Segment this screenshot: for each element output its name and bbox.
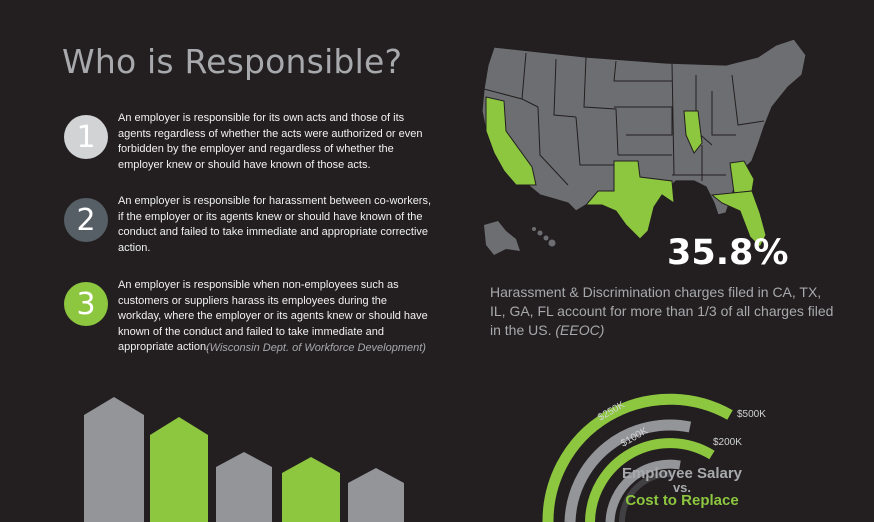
ring-inner-dark [605, 459, 681, 522]
map-caption: Harassment & Discrimination charges file… [490, 283, 835, 340]
number-circle-3: 3 [64, 282, 108, 326]
illinois-shape [683, 110, 703, 154]
salary-title: Employee Salary [621, 465, 743, 482]
us-map [481, 38, 807, 255]
point-1-text: An employer is responsible for its own a… [118, 112, 423, 171]
hawaii-shape [532, 227, 556, 247]
label-200k: $200K [713, 437, 742, 448]
point-2-text: An employer is responsible for harassmen… [118, 195, 432, 254]
bar-2 [150, 417, 208, 522]
bar-4 [282, 457, 340, 522]
ring-inner-green [585, 438, 715, 522]
salary-subtitle: Cost to Replace [625, 492, 739, 509]
ring-inner-black [618, 470, 673, 522]
ring-outer-green [542, 393, 733, 522]
california-shape [485, 96, 537, 186]
alaska-shape [484, 221, 520, 255]
florida-shape [710, 190, 767, 248]
label-500k: $500K [737, 409, 766, 420]
salary-rings [542, 393, 733, 522]
georgia-shape [729, 160, 755, 194]
map-caption-source: (EEOC) [555, 322, 605, 338]
ring-outer-dark [564, 419, 692, 522]
texas-shape [584, 160, 675, 240]
highlighted-states [485, 96, 767, 248]
map-caption-text: Harassment & Discrimination charges file… [490, 284, 834, 338]
point-3-text: An employer is responsible when non-empl… [118, 279, 428, 353]
bar-3 [216, 452, 272, 522]
bar-5 [348, 468, 404, 522]
state-borders [483, 52, 765, 186]
bar-1 [84, 397, 144, 522]
source-note: (Wisconsin Dept. of Workforce Developmen… [206, 342, 426, 354]
number-circle-1: 1 [64, 115, 108, 159]
percentage-stat: 35.8% [667, 233, 789, 273]
page-title: Who is Responsible? [62, 42, 403, 81]
number-circle-2: 2 [64, 198, 108, 242]
salary-vs: vs. [672, 480, 692, 495]
bar-columns [84, 397, 404, 522]
